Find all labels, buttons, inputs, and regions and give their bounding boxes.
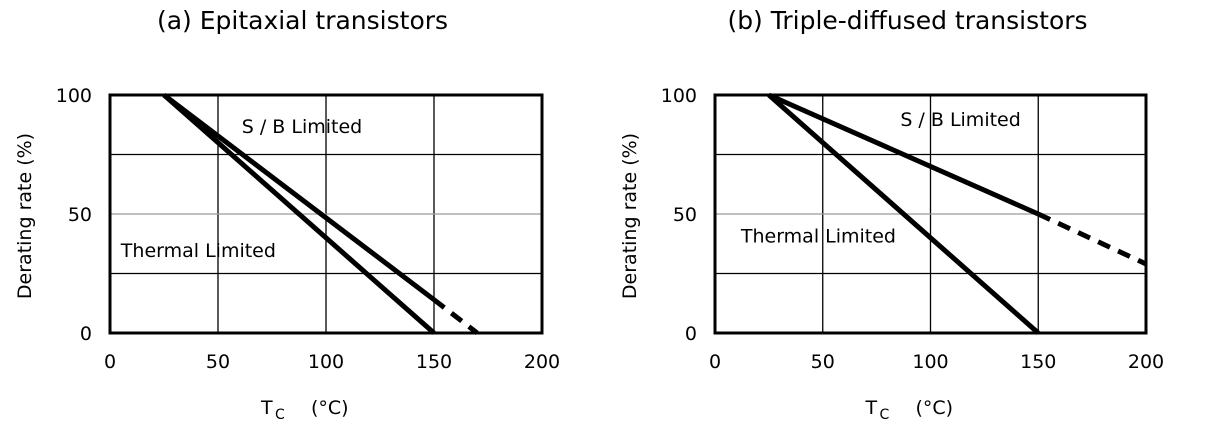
y-tick-label: 50: [68, 204, 92, 226]
series-line: [767, 92, 1040, 217]
x-tick-label: 50: [811, 351, 835, 373]
chart-b: 0 50 100 150 200 0 50 100 Derating rate (%) T C (°C…: [619, 85, 1164, 423]
chart-panel-a: (a) Epitaxial transistors 0 50 100 150 200 0 5…: [14, 6, 560, 423]
x-tick-label: 100: [308, 351, 344, 373]
y-tick-label: 100: [56, 85, 92, 107]
y-axis-label: Derating rate (%): [14, 133, 36, 299]
series-line: [767, 93, 1040, 335]
x-tick-label: 150: [1020, 351, 1056, 373]
chart-title: (a) Epitaxial transistors: [156, 6, 449, 35]
plot-frame: [108, 93, 544, 335]
x-tick-label: 200: [524, 351, 560, 373]
annotation-label: S / B Limited: [900, 109, 1020, 131]
x-axis-label-unit: (°C): [916, 397, 954, 419]
x-tick-label: 100: [912, 351, 948, 373]
series-line: [162, 93, 436, 335]
y-tick-label: 0: [80, 323, 92, 345]
y-axis-label: Derating rate (%): [619, 133, 641, 299]
series-line: [162, 93, 436, 302]
annotation-label: Thermal Limited: [740, 226, 896, 248]
chart-panel-b: (b) Triple-diffused transistors 0 50 100 15…: [605, 0, 1210, 428]
x-axis-label-subscript: C: [880, 407, 890, 423]
x-axis-label-subscript: C: [275, 407, 285, 423]
chart-a: 0 50 100 150 200 0 50 100 Derating rate (%) T C (°C…: [14, 85, 560, 423]
x-tick-label: 0: [709, 351, 721, 373]
plot-frame: [713, 93, 1148, 335]
annotation-label: Thermal Limited: [120, 240, 276, 262]
x-axis-label-unit: (°C): [311, 397, 349, 419]
y-tick-label: 100: [661, 85, 697, 107]
x-tick-label: 150: [416, 351, 452, 373]
x-axis-label: T: [260, 397, 273, 419]
series-line-dashed: [1037, 211, 1148, 267]
y-tick-label: 0: [685, 323, 697, 345]
annotation-label: S / B Limited: [242, 116, 362, 138]
x-tick-label: 0: [104, 351, 116, 373]
x-axis-label: T: [865, 397, 878, 419]
y-tick-label: 50: [673, 204, 697, 226]
chart-title: (b) Triple-diffused transistors: [727, 6, 1088, 35]
x-tick-label: 200: [1128, 351, 1164, 373]
x-tick-label: 50: [206, 351, 230, 373]
series-line-dashed: [432, 297, 479, 335]
